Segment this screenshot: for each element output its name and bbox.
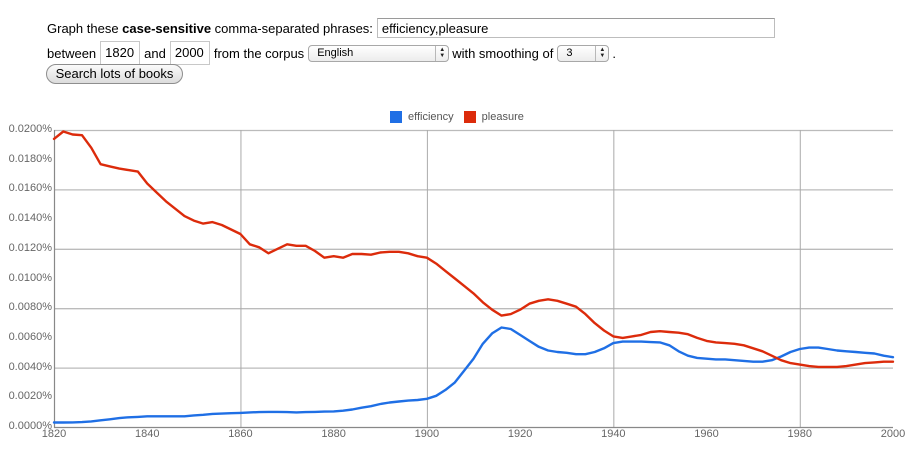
chart-legend: efficiency pleasure (390, 111, 534, 123)
phrases-input[interactable]: efficiency,pleasure (376, 18, 775, 38)
phrases-label: Graph these case-sensitive comma-separat… (47, 20, 373, 36)
end-year-input[interactable]: 2000 (169, 41, 210, 65)
legend-label-pleasure: pleasure (481, 111, 524, 123)
query-form: Graph these case-sensitive comma-separat… (47, 16, 775, 65)
and-label: and (144, 45, 166, 61)
y-tick-label: 0.0060% (8, 330, 52, 343)
y-tick-label: 0.0040% (8, 360, 52, 373)
corpus-label: from the corpus (213, 45, 305, 61)
series-line-efficiency (52, 326, 895, 424)
between-label: between (47, 45, 97, 61)
x-tick-label: 1820 (41, 428, 67, 440)
smoothing-select[interactable]: 3 ▲ ▼ (557, 44, 610, 62)
square-swatch-icon (390, 111, 402, 123)
y-tick-label: 0.0200% (8, 123, 52, 135)
y-tick-label: 0.0120% (8, 241, 52, 254)
range-row: between 1820 and 2000 from the corpus En… (47, 41, 775, 65)
y-tick-label: 0.0000% (8, 420, 52, 432)
y-tick-label: 0.0140% (8, 212, 52, 225)
y-tick-label: 0.0020% (8, 390, 52, 403)
smoothing-value: 3 (566, 47, 573, 59)
x-tick-label: 1940 (601, 428, 626, 440)
legend-item-efficiency[interactable]: efficiency (390, 111, 454, 123)
corpus-select[interactable]: English ▲ ▼ (308, 44, 450, 62)
x-tick-label: 1840 (134, 428, 160, 440)
legend-label-efficiency: efficiency (408, 111, 454, 123)
updown-arrows-icon: ▲ ▼ (595, 45, 608, 61)
square-swatch-icon (463, 111, 476, 123)
y-tick-label: 0.0080% (8, 301, 52, 314)
y-tick-label: 0.0180% (8, 152, 52, 165)
x-tick-label: 2000 (880, 428, 906, 440)
x-tick-label: 1880 (321, 428, 346, 440)
legend-item-pleasure[interactable]: pleasure (463, 111, 524, 123)
updown-arrows-icon: ▲ ▼ (435, 45, 448, 61)
period: . (612, 45, 616, 61)
search-button[interactable]: Search lots of books (46, 64, 183, 84)
y-tick-label: 0.0160% (8, 182, 52, 195)
x-tick-label: 1920 (507, 428, 533, 440)
series-line-pleasure (52, 130, 895, 369)
x-tick-label: 1980 (787, 428, 812, 440)
x-tick-label: 1900 (414, 428, 440, 440)
x-tick-label: 1860 (228, 428, 253, 440)
phrases-row: Graph these case-sensitive comma-separat… (47, 16, 775, 40)
y-tick-label: 0.0100% (8, 271, 52, 284)
x-tick-label: 1960 (694, 428, 719, 440)
corpus-value: English (317, 47, 354, 59)
start-year-input[interactable]: 1820 (100, 41, 141, 65)
smoothing-label: with smoothing of (452, 45, 554, 61)
